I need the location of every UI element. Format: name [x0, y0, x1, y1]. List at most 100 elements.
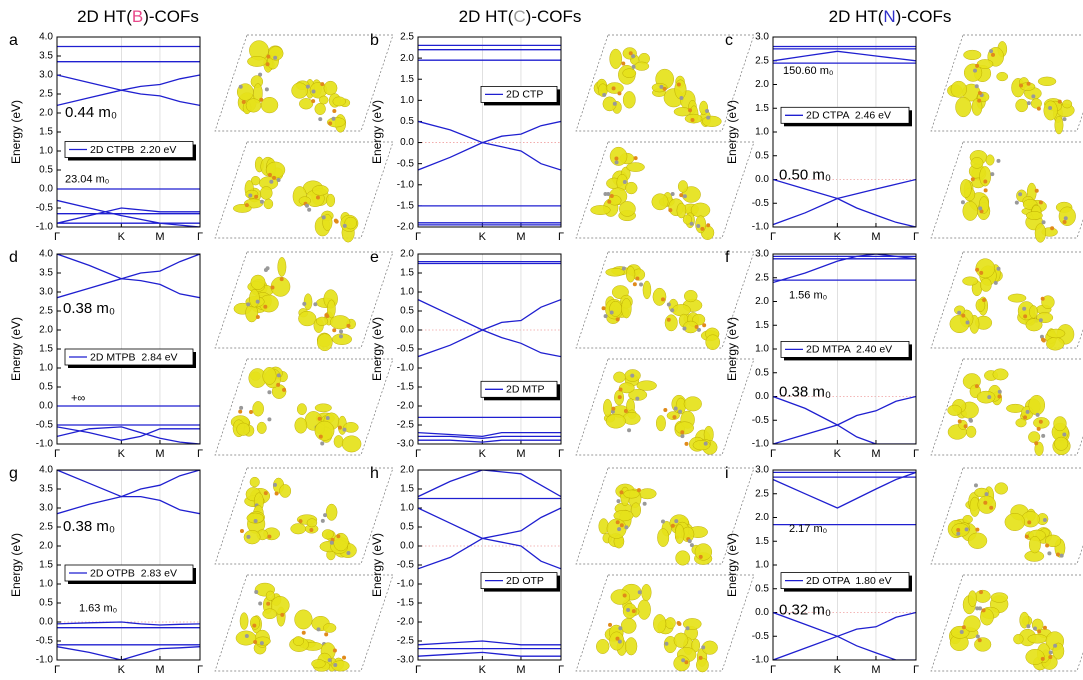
orbital-lobe	[624, 490, 640, 498]
y-tick-label: 0.0	[400, 137, 414, 148]
atom	[991, 53, 995, 57]
atom	[975, 528, 979, 532]
orbital-lobe	[626, 163, 644, 172]
atom	[1027, 520, 1031, 524]
y-tick-label: -0.5	[36, 636, 54, 647]
y-tick-label: 1.0	[39, 579, 53, 590]
y-tick-label: 3.5	[39, 484, 53, 495]
y-tick-label: 4.0	[39, 249, 53, 260]
atom	[280, 277, 284, 281]
orbital-lobe	[257, 422, 266, 434]
atom	[239, 406, 243, 410]
y-tick-label: 1.5	[755, 103, 769, 114]
orbital-lobe	[966, 426, 976, 438]
orbital-lobe	[964, 616, 981, 632]
atom	[974, 483, 978, 487]
y-tick-label: 2.0	[400, 465, 414, 476]
y-tick-label: 1.0	[39, 363, 53, 374]
atom	[1039, 420, 1043, 424]
atom	[620, 490, 624, 494]
y-tick-label: 0.0	[755, 174, 769, 185]
orbital-lobe	[948, 405, 962, 416]
orbital-lobe	[298, 311, 316, 326]
orbital-lobe	[606, 268, 625, 276]
atom	[302, 631, 306, 635]
atom	[617, 91, 621, 95]
y-tick-label: 1.5	[400, 74, 414, 85]
atom	[1060, 554, 1064, 558]
atom	[333, 663, 337, 667]
orbital-lobe	[1059, 207, 1076, 226]
atom	[975, 84, 979, 88]
y-tick-label: -0.5	[397, 344, 415, 355]
effective-mass: 0.38 m₀	[63, 300, 115, 317]
y-axis-label: Energy (eV)	[725, 317, 739, 381]
orbital-lobe	[653, 288, 666, 305]
y-tick-label: 1.0	[400, 503, 414, 514]
atom	[961, 200, 965, 204]
atom	[627, 428, 631, 432]
atom	[256, 315, 260, 319]
y-tick-label: 3.5	[39, 51, 53, 62]
orbital-lobe	[1047, 329, 1065, 338]
orbital-lobe	[279, 484, 290, 497]
x-tick-label: M	[155, 664, 164, 675]
atom	[682, 327, 686, 331]
orbital-lobe	[634, 62, 648, 71]
atom	[1037, 629, 1041, 633]
x-tick-label: Γ	[415, 448, 421, 460]
atom	[701, 645, 705, 649]
atom	[611, 407, 615, 411]
atom	[1045, 544, 1049, 548]
x-tick-label: K	[118, 448, 126, 460]
orbital-lobe	[623, 69, 636, 78]
atom	[343, 224, 347, 228]
band-line	[57, 647, 200, 660]
y-tick-label: -0.5	[752, 198, 770, 209]
atom	[1062, 433, 1066, 437]
atom	[1034, 441, 1038, 445]
band-line	[418, 300, 561, 330]
band-line	[57, 279, 200, 298]
panel-label: h	[370, 465, 379, 482]
orbital-lobe	[695, 544, 712, 561]
atom	[239, 85, 243, 89]
atom	[318, 417, 322, 421]
atom	[254, 195, 258, 199]
atom	[1039, 200, 1043, 204]
orbital-lobe	[322, 529, 333, 539]
orbital-lobe	[1029, 536, 1040, 553]
atom	[661, 297, 665, 301]
band-line	[57, 427, 200, 444]
atom	[700, 227, 704, 231]
atom	[259, 98, 263, 102]
y-tick-label: -1.0	[397, 179, 415, 190]
y-tick-label: -1.0	[752, 439, 770, 450]
atom	[632, 609, 636, 613]
atom	[615, 637, 619, 641]
header-letter: N	[883, 7, 895, 26]
atom	[263, 305, 267, 309]
effective-mass: 1.63 m₀	[79, 603, 117, 615]
orbital-lobe	[991, 593, 1008, 603]
y-tick-label: 3.0	[755, 249, 769, 260]
x-tick-label: K	[118, 664, 126, 675]
atom	[1041, 338, 1045, 342]
atom	[976, 634, 980, 638]
y-tick-label: 2.5	[755, 55, 769, 66]
x-tick-label: M	[871, 664, 880, 675]
atom	[316, 195, 320, 199]
orbital-lobe	[1031, 99, 1042, 109]
y-tick-label: -3.0	[397, 439, 415, 450]
atom	[1026, 624, 1030, 628]
orbital-lobe	[263, 367, 277, 384]
panel-label: g	[9, 465, 18, 482]
atom	[249, 410, 253, 414]
y-tick-label: 0.0	[400, 541, 414, 552]
atom	[272, 176, 276, 180]
orbital-lobe	[263, 609, 277, 619]
orbital-lobe	[974, 638, 991, 652]
atom	[973, 69, 977, 73]
atom	[635, 276, 639, 280]
y-tick-label: 1.0	[400, 287, 414, 298]
